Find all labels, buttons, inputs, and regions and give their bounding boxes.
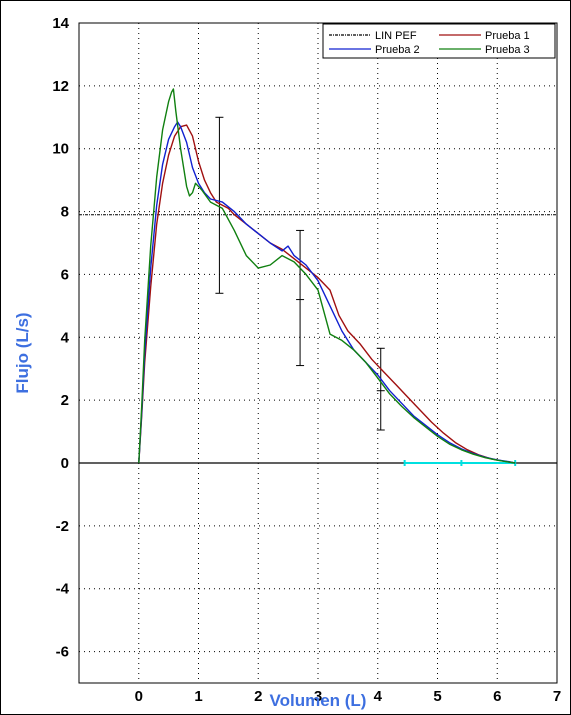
x-tick-label: 3 (314, 688, 322, 705)
y-tick-label: 14 (52, 15, 69, 32)
baseline-marker (403, 460, 517, 466)
x-axis-title: Volumen (L) (270, 691, 367, 710)
series-prueba-2 (138, 121, 516, 464)
grid-lines (78, 22, 558, 683)
series-lines (138, 88, 516, 464)
y-tick-label: -6 (56, 644, 69, 661)
x-tick-label: 5 (433, 688, 441, 705)
y-tick-label: -4 (56, 581, 70, 598)
legend-box (322, 23, 556, 59)
y-tick-label: 2 (61, 392, 69, 409)
error-bars (215, 116, 385, 431)
x-tick-labels: 0 1 2 3 4 5 6 7 (135, 688, 562, 705)
legend: LIN PEF Prueba 1 Prueba 2 Prueba 3 (322, 23, 556, 59)
y-tick-label: 0 (61, 455, 69, 472)
legend-label: LIN PEF (375, 30, 417, 42)
y-tick-label: 12 (52, 78, 69, 95)
x-tick-label: 2 (254, 688, 262, 705)
legend-label: Prueba 1 (485, 30, 530, 42)
y-tick-label: 8 (61, 204, 69, 221)
series-prueba-3 (138, 88, 516, 464)
y-tick-label: 4 (61, 329, 70, 346)
y-axis-title: Flujo (L/s) (13, 312, 32, 393)
y-tick-label: -2 (56, 518, 69, 535)
x-tick-label: 1 (194, 688, 202, 705)
y-tick-label: 6 (61, 266, 69, 283)
plot-area-border (78, 22, 558, 684)
y-tick-labels: -6 -4 -2 0 2 4 6 8 10 12 14 (52, 15, 69, 661)
x-tick-label: 0 (135, 688, 143, 705)
y-tick-label: 10 (52, 141, 69, 158)
x-tick-label: 6 (493, 688, 501, 705)
legend-label: Prueba 2 (375, 44, 420, 56)
x-tick-label: 4 (374, 688, 383, 705)
legend-label: Prueba 3 (485, 44, 530, 56)
x-tick-label: 7 (553, 688, 561, 705)
